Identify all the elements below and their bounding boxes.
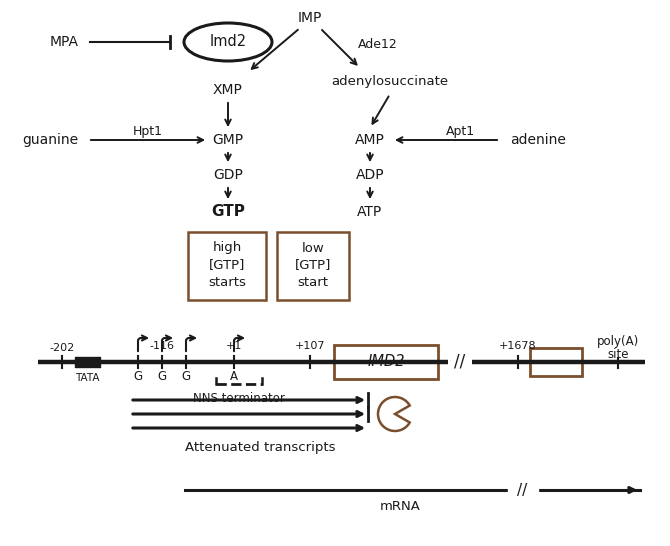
Text: AMP: AMP (355, 133, 385, 147)
Text: GDP: GDP (213, 168, 243, 182)
Text: +107: +107 (295, 341, 325, 351)
Text: low: low (302, 241, 324, 254)
Text: starts: starts (208, 276, 246, 288)
Text: G: G (133, 371, 143, 383)
Text: mRNA: mRNA (380, 500, 421, 513)
Text: +1: +1 (226, 341, 242, 351)
Text: IMP: IMP (297, 11, 322, 25)
Bar (334, 345, 438, 379)
Text: ADP: ADP (356, 168, 385, 182)
Text: -116: -116 (149, 341, 174, 351)
Text: XMP: XMP (213, 83, 243, 97)
Text: TATA: TATA (75, 373, 100, 383)
Text: IMD2: IMD2 (367, 354, 405, 370)
Text: //: // (517, 483, 527, 497)
Text: +1678: +1678 (499, 341, 537, 351)
Text: A: A (230, 371, 238, 383)
Text: Ade12: Ade12 (358, 39, 398, 51)
Text: Attenuated transcripts: Attenuated transcripts (185, 442, 335, 454)
Text: site: site (607, 347, 628, 360)
Text: high: high (212, 241, 242, 254)
Text: adenylosuccinate: adenylosuccinate (332, 75, 448, 88)
Text: MPA: MPA (50, 35, 79, 49)
Text: poly(A): poly(A) (597, 335, 639, 348)
Text: Apt1: Apt1 (446, 126, 474, 139)
Text: ATP: ATP (357, 205, 383, 219)
Text: //: // (454, 353, 466, 371)
Bar (188, 232, 266, 300)
Text: [GTP]: [GTP] (209, 258, 245, 271)
Text: GTP: GTP (211, 205, 245, 219)
Bar (530, 348, 582, 376)
Text: //: // (517, 483, 527, 497)
Bar (277, 232, 349, 300)
Text: NNS terminator: NNS terminator (193, 391, 285, 405)
Text: G: G (157, 371, 167, 383)
Text: GMP: GMP (212, 133, 244, 147)
Text: start: start (297, 276, 328, 288)
Text: G: G (182, 371, 190, 383)
Wedge shape (378, 397, 410, 431)
Text: [GTP]: [GTP] (295, 258, 331, 271)
Text: -202: -202 (50, 343, 74, 353)
Text: guanine: guanine (22, 133, 78, 147)
Text: adenine: adenine (510, 133, 566, 147)
Text: Imd2: Imd2 (210, 34, 247, 50)
Text: Hpt1: Hpt1 (133, 126, 163, 139)
